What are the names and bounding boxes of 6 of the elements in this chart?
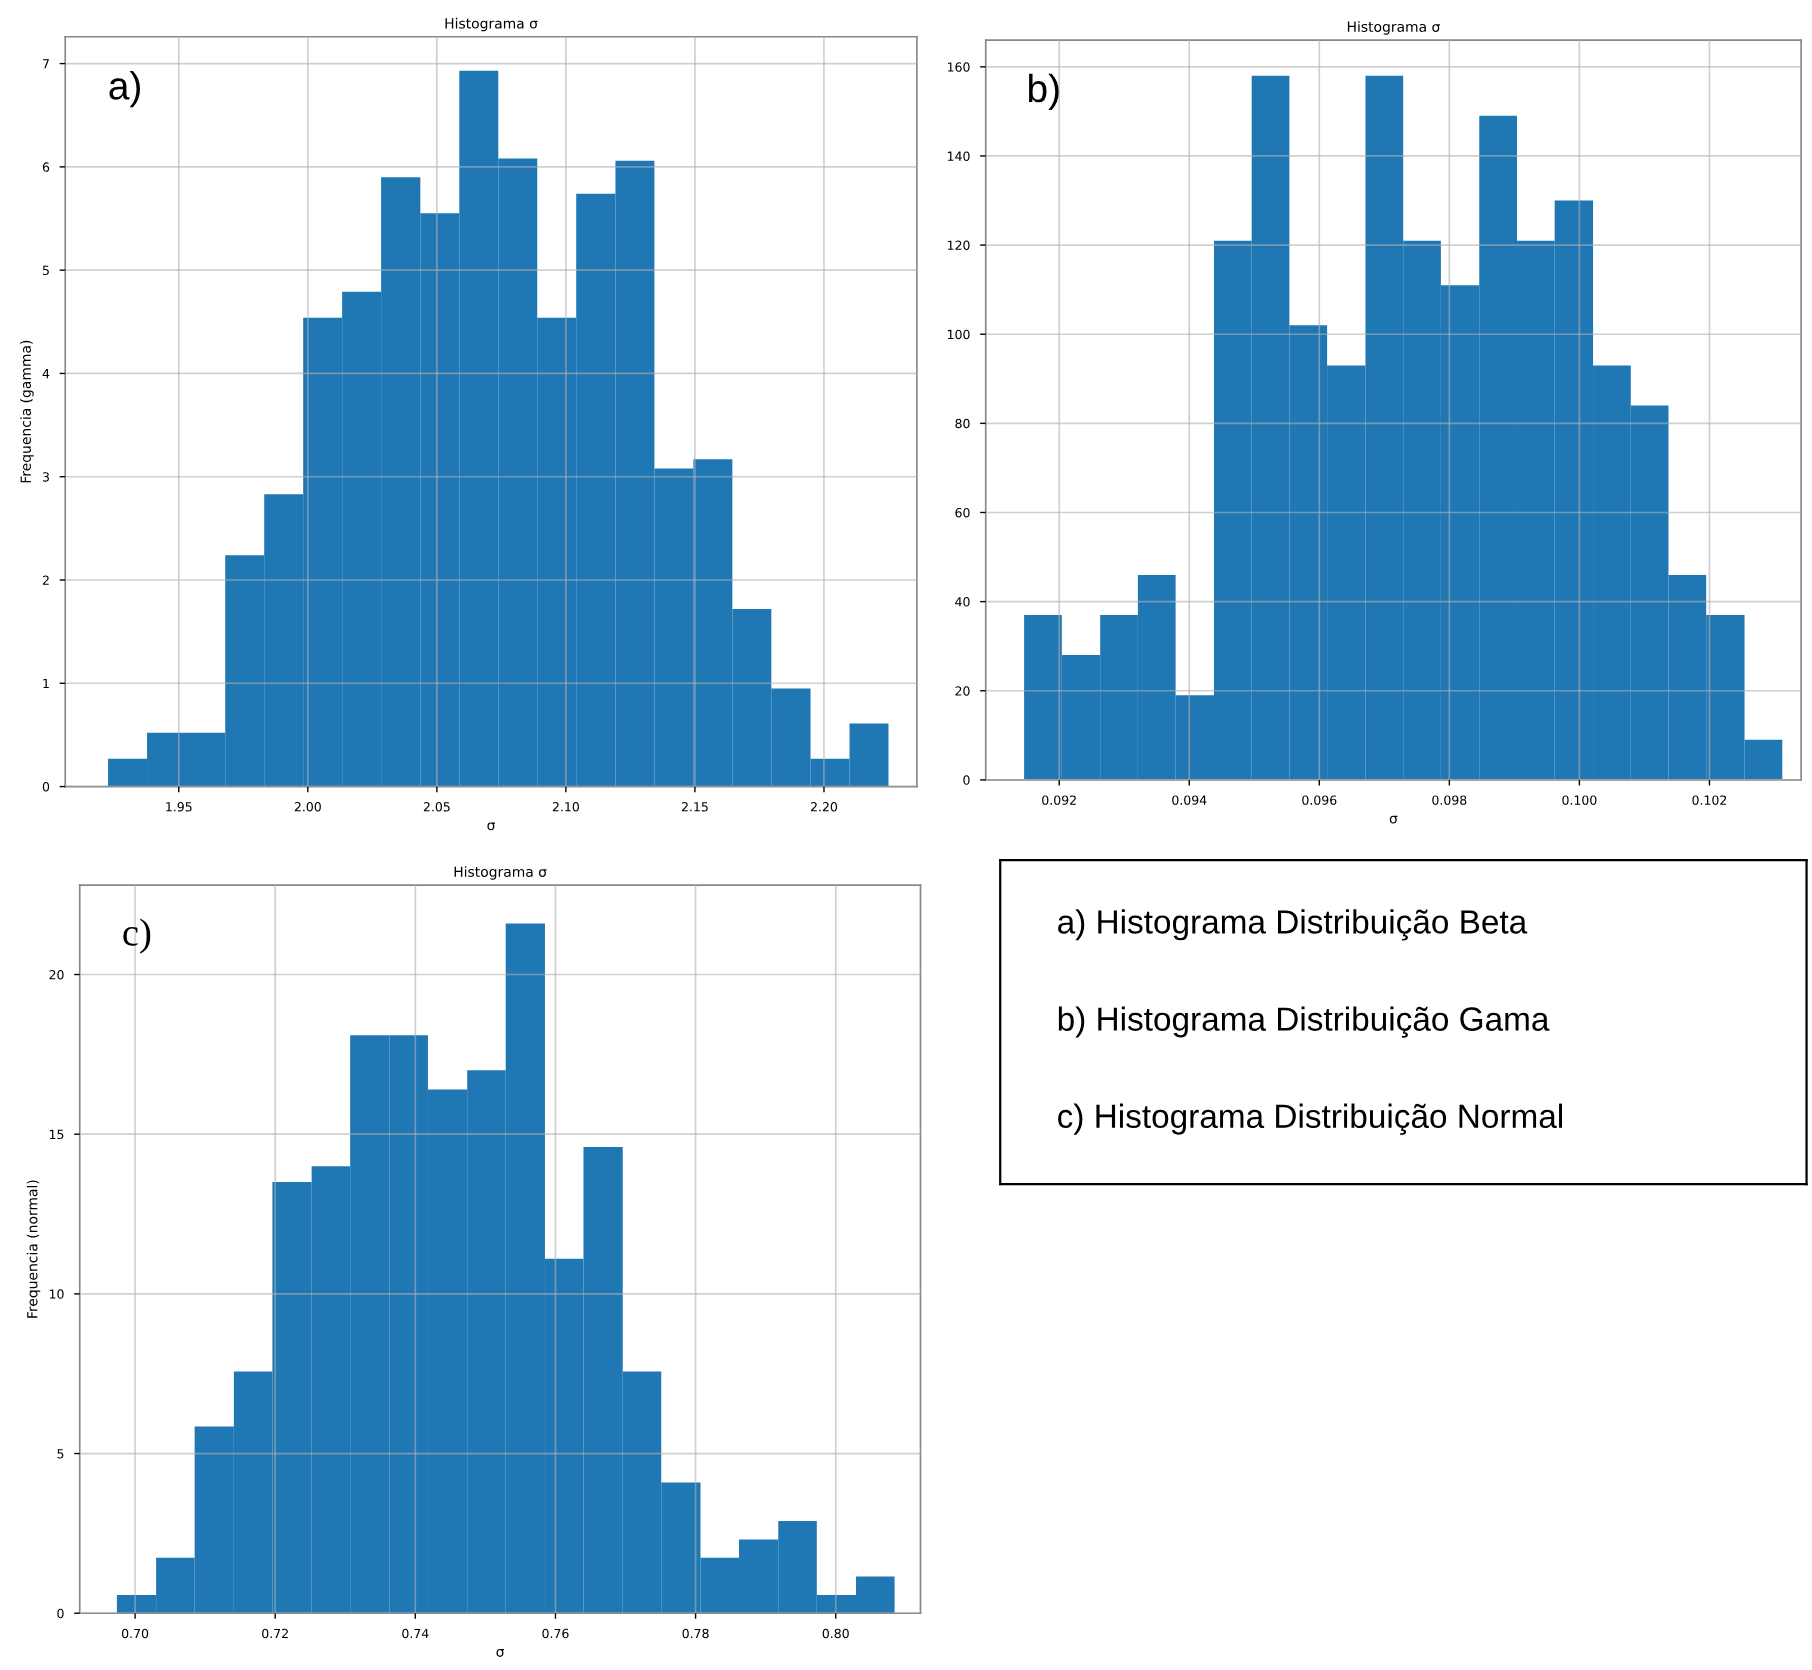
text: b) Histograma Distribuição Gama bbox=[1058, 1006, 1550, 1038]
annotation: a) bbox=[109, 71, 140, 108]
text: c) Histograma Distribuição Normal bbox=[1058, 1103, 1562, 1135]
text: a) Histograma Distribuição Beta bbox=[1058, 909, 1528, 941]
annotation: c) bbox=[123, 918, 151, 954]
annotation: b) bbox=[1029, 73, 1059, 110]
